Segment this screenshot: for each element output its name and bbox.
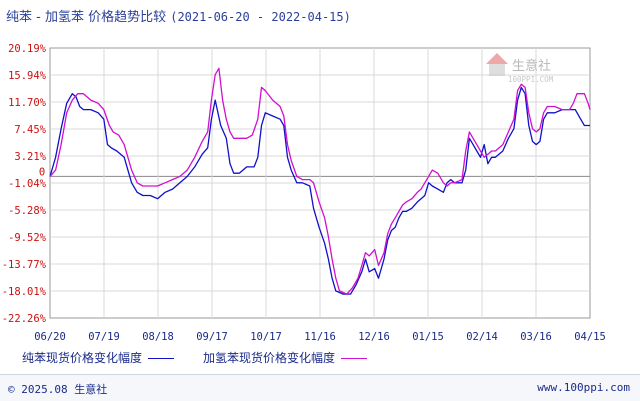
x-tick-label: 03/16	[520, 331, 552, 343]
legend-item-series2: 加氢苯现货价格变化幅度	[203, 349, 368, 366]
footer: © 2025.08 生意社 www.100ppi.com	[0, 374, 640, 401]
y-tick-label: 20.19%	[8, 43, 47, 55]
y-tick-label: -9.52%	[8, 232, 47, 244]
y-tick-label: -22.26%	[2, 313, 47, 325]
legend-item-series1: 纯苯现货价格变化幅度	[22, 349, 175, 366]
footer-site-link[interactable]: www.100ppi.com	[537, 381, 630, 394]
y-tick-label: 3.21%	[14, 151, 46, 163]
y-tick-label: -1.04%	[8, 178, 47, 190]
y-tick-label: 7.45%	[14, 124, 46, 136]
legend-swatch-series1	[148, 358, 175, 359]
y-tick-label: -13.77%	[2, 259, 47, 271]
y-zero-label: 0	[39, 166, 45, 178]
legend-swatch-series2	[341, 358, 368, 359]
series-line-2	[49, 67, 591, 295]
chart-svg: 生意社 100PPI.COM 20.19% 15.94% 11.70% 7.45% 3.…	[2, 43, 606, 343]
x-tick-label: 01/15	[412, 331, 444, 343]
x-tick-label: 10/17	[250, 331, 282, 343]
y-tick-label: -5.28%	[8, 205, 47, 217]
chart-title-dates: (2021-06-20 - 2022-04-15)	[170, 10, 351, 24]
y-tick-label: 11.70%	[8, 97, 47, 109]
chart-title: 纯苯 - 加氢苯 价格趋势比较 (2021-06-20 - 2022-04-15…	[6, 6, 351, 25]
series-line-1	[49, 86, 590, 295]
footer-copyright: © 2025.08 生意社	[8, 383, 108, 396]
x-tick-label: 08/18	[142, 331, 174, 343]
x-tick-label: 12/16	[358, 331, 390, 343]
y-tick-label: 15.94%	[8, 70, 47, 82]
x-tick-label: 07/19	[88, 331, 120, 343]
legend-label-series2: 加氢苯现货价格变化幅度	[203, 351, 336, 365]
chart-title-main: 纯苯 - 加氢苯 价格趋势比较	[6, 10, 167, 25]
watermark-url: 100PPI.COM	[508, 75, 554, 84]
watermark-name: 生意社	[512, 58, 551, 74]
x-tick-label: 09/17	[196, 331, 228, 343]
x-tick-label: 04/15	[574, 331, 606, 343]
x-tick-label: 02/14	[466, 331, 498, 343]
y-tick-label: -18.01%	[2, 286, 47, 298]
x-tick-label: 06/20	[34, 331, 66, 343]
x-tick-label: 11/16	[304, 331, 336, 343]
legend-label-series1: 纯苯现货价格变化幅度	[22, 351, 143, 365]
watermark-logo: 生意社 100PPI.COM	[486, 53, 554, 84]
